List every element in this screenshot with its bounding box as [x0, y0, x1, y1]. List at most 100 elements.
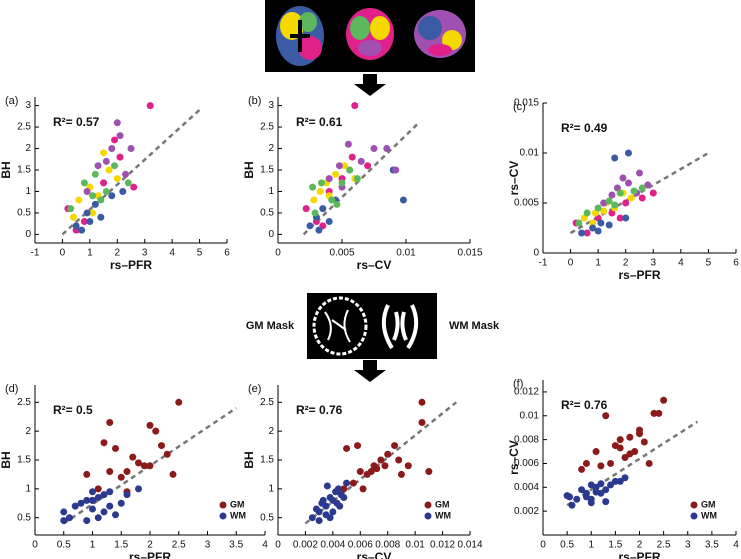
point: [343, 444, 351, 452]
point: [607, 459, 615, 467]
x-tick-label: 1.5: [608, 540, 622, 551]
y-tick-label: 1.5: [260, 455, 274, 466]
x-axis-title: rs–PFR: [110, 258, 152, 272]
point: [102, 157, 110, 165]
x-tick-label: 1: [595, 258, 601, 269]
point: [116, 132, 124, 140]
point: [80, 218, 88, 226]
arrow: [354, 360, 386, 382]
point: [384, 450, 392, 458]
point: [395, 456, 403, 464]
point: [575, 219, 583, 227]
y-tick-label: 1.5: [17, 165, 31, 176]
y-axis-title: BH: [242, 451, 256, 468]
x-tick-label: 2.5: [172, 540, 186, 551]
point: [94, 162, 102, 170]
point: [106, 502, 114, 510]
x-axis-title: rs–CV: [357, 550, 392, 559]
x-tick-label: 6: [733, 258, 739, 269]
annotation: R²= 0.76: [561, 398, 608, 412]
point: [333, 200, 341, 208]
point: [357, 157, 365, 165]
y-tick-label: 0.004: [514, 482, 539, 493]
point: [135, 485, 142, 493]
mask-label: WM Mask: [449, 320, 500, 332]
y-axis-title: BH: [242, 161, 256, 178]
x-tick-label: 0.5: [560, 540, 574, 551]
x-tick-label: 3: [142, 248, 148, 259]
point: [163, 450, 171, 458]
point: [119, 187, 127, 195]
panel-label: (d): [5, 383, 18, 395]
point: [116, 153, 124, 161]
y-tick-label: 0.01: [520, 148, 540, 159]
point: [312, 505, 320, 513]
point: [315, 226, 323, 234]
point: [123, 491, 131, 499]
point: [619, 174, 627, 182]
annotation: R²= 0.76: [296, 403, 343, 417]
x-tick-label: 5: [197, 248, 203, 259]
point: [340, 485, 348, 493]
mask-label: GM Mask: [246, 320, 295, 332]
point: [113, 175, 121, 183]
x-tick-label: 2: [623, 258, 629, 269]
y-tick-label: 0.5: [17, 208, 31, 219]
point: [425, 468, 433, 476]
y-tick-label: 3: [268, 100, 274, 111]
point: [135, 459, 142, 467]
point: [578, 229, 586, 237]
point: [348, 153, 356, 161]
point: [311, 209, 319, 217]
point: [392, 166, 400, 174]
legend-swatch: [424, 501, 432, 509]
point: [346, 166, 354, 174]
y-tick-label: 2: [25, 143, 31, 154]
legend-swatch: [219, 501, 227, 509]
legend-label: WM: [435, 510, 451, 520]
x-axis-title: rs–CV: [357, 258, 392, 272]
y-tick-label: 2: [268, 143, 274, 154]
point: [616, 214, 624, 222]
point: [127, 145, 135, 153]
point: [611, 477, 619, 485]
point: [399, 196, 407, 204]
fit-line: [566, 420, 699, 507]
point: [102, 187, 110, 195]
x-tick-label: 0.014: [457, 540, 482, 551]
point: [72, 222, 80, 230]
point: [597, 480, 605, 488]
point: [636, 169, 643, 177]
x-tick-label: 2: [115, 248, 121, 259]
x-tick-label: 0.002: [293, 540, 318, 551]
y-tick-label: 0: [268, 229, 274, 240]
point: [308, 514, 316, 522]
x-axis-title: rs–PFR: [129, 550, 171, 559]
point: [397, 470, 405, 478]
y-tick-label: 0.5: [260, 208, 274, 219]
legend-label: GM: [435, 499, 450, 509]
y-axis-title: BH: [0, 451, 13, 468]
point: [146, 102, 154, 110]
point: [568, 501, 576, 509]
point: [108, 192, 116, 200]
point: [335, 162, 343, 170]
point: [583, 229, 591, 237]
point: [602, 486, 610, 494]
point: [607, 481, 615, 489]
point: [112, 511, 119, 519]
point: [655, 409, 663, 417]
point: [129, 453, 137, 461]
x-tick-label: 6: [224, 248, 230, 259]
panel-label: (a): [5, 95, 18, 107]
point: [367, 468, 375, 476]
point: [122, 170, 130, 178]
point: [83, 187, 91, 195]
point: [592, 483, 600, 491]
point: [106, 488, 114, 496]
point: [105, 166, 113, 174]
point: [91, 200, 99, 208]
arrow: [354, 74, 386, 96]
legend-label: GM: [701, 499, 716, 509]
legend-label: GM: [230, 499, 245, 509]
